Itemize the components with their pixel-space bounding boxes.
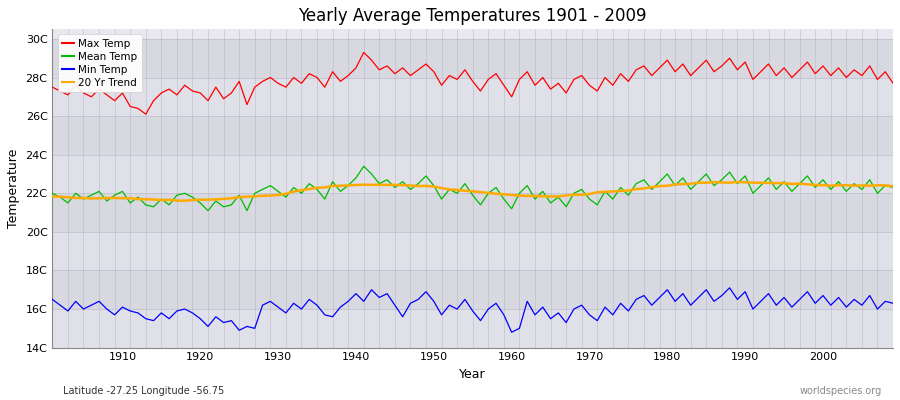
Bar <box>52 193 893 232</box>
Title: Yearly Average Temperatures 1901 - 2009: Yearly Average Temperatures 1901 - 2009 <box>299 7 647 25</box>
Bar <box>52 78 893 116</box>
Text: worldspecies.org: worldspecies.org <box>800 386 882 396</box>
Bar <box>52 270 893 309</box>
X-axis label: Year: Year <box>459 368 486 381</box>
Bar <box>52 155 893 193</box>
Bar <box>52 232 893 270</box>
Text: Latitude -27.25 Longitude -56.75: Latitude -27.25 Longitude -56.75 <box>63 386 224 396</box>
Bar <box>52 116 893 155</box>
Y-axis label: Temperature: Temperature <box>7 149 20 228</box>
Bar <box>52 309 893 348</box>
Legend: Max Temp, Mean Temp, Min Temp, 20 Yr Trend: Max Temp, Mean Temp, Min Temp, 20 Yr Tre… <box>58 34 141 92</box>
Bar <box>52 39 893 78</box>
